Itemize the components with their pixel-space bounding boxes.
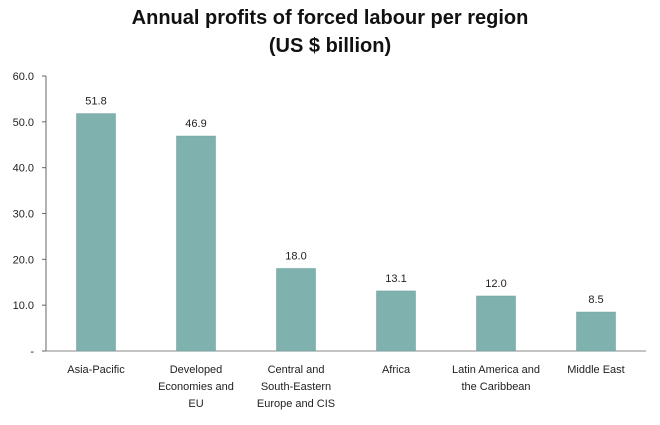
y-tick-label: 60.0	[13, 71, 34, 83]
data-label: 13.1	[385, 273, 406, 285]
x-tick-label: Central and South-Eastern Europe and CIS	[257, 364, 335, 410]
y-tick-label: 40.0	[13, 163, 34, 175]
bar	[476, 295, 516, 352]
x-tick-label-line: Developed	[170, 364, 223, 376]
x-tick-label-line: Europe and CIS	[257, 398, 335, 410]
data-label: 8.5	[588, 294, 603, 306]
x-tick-label: Latin America and the Caribbean	[452, 364, 540, 393]
y-tick-label: -	[30, 346, 34, 358]
bar	[76, 113, 116, 352]
x-tick-label-line: South-Eastern	[261, 381, 331, 393]
bar	[176, 135, 216, 352]
x-tick-label-line: the Caribbean	[461, 381, 530, 393]
chart-subtitle: (US $ billion)	[268, 35, 392, 57]
y-tick-label: 20.0	[13, 254, 34, 266]
x-tick-label: Middle East	[567, 364, 624, 376]
x-tick-label-line: Central and	[268, 364, 325, 376]
chart-title: Annual profits of forced labour per regi…	[131, 7, 529, 29]
y-tick-label: 50.0	[13, 117, 34, 129]
bar	[376, 290, 416, 352]
x-tick-label-line: Middle East	[567, 364, 624, 376]
x-tick-label: Developed Economies and EU	[158, 364, 234, 410]
data-label: 46.9	[185, 118, 206, 130]
data-label: 12.0	[485, 278, 506, 290]
x-tick-label-line: Africa	[382, 364, 411, 376]
x-tick-label: Asia-Pacific	[67, 364, 125, 376]
y-tick-label: 30.0	[13, 209, 34, 221]
x-tick-label-line: EU	[188, 398, 203, 410]
x-tick-label-line: Asia-Pacific	[67, 364, 125, 376]
data-label: 51.8	[85, 96, 106, 108]
x-tick-label-line: Latin America and	[452, 364, 540, 376]
data-label: 18.0	[285, 251, 306, 263]
y-tick-label: 10.0	[13, 300, 34, 312]
x-tick-label: Africa	[382, 364, 411, 376]
bar	[276, 268, 316, 352]
bar	[576, 311, 616, 352]
x-tick-label-line: Economies and	[158, 381, 234, 393]
